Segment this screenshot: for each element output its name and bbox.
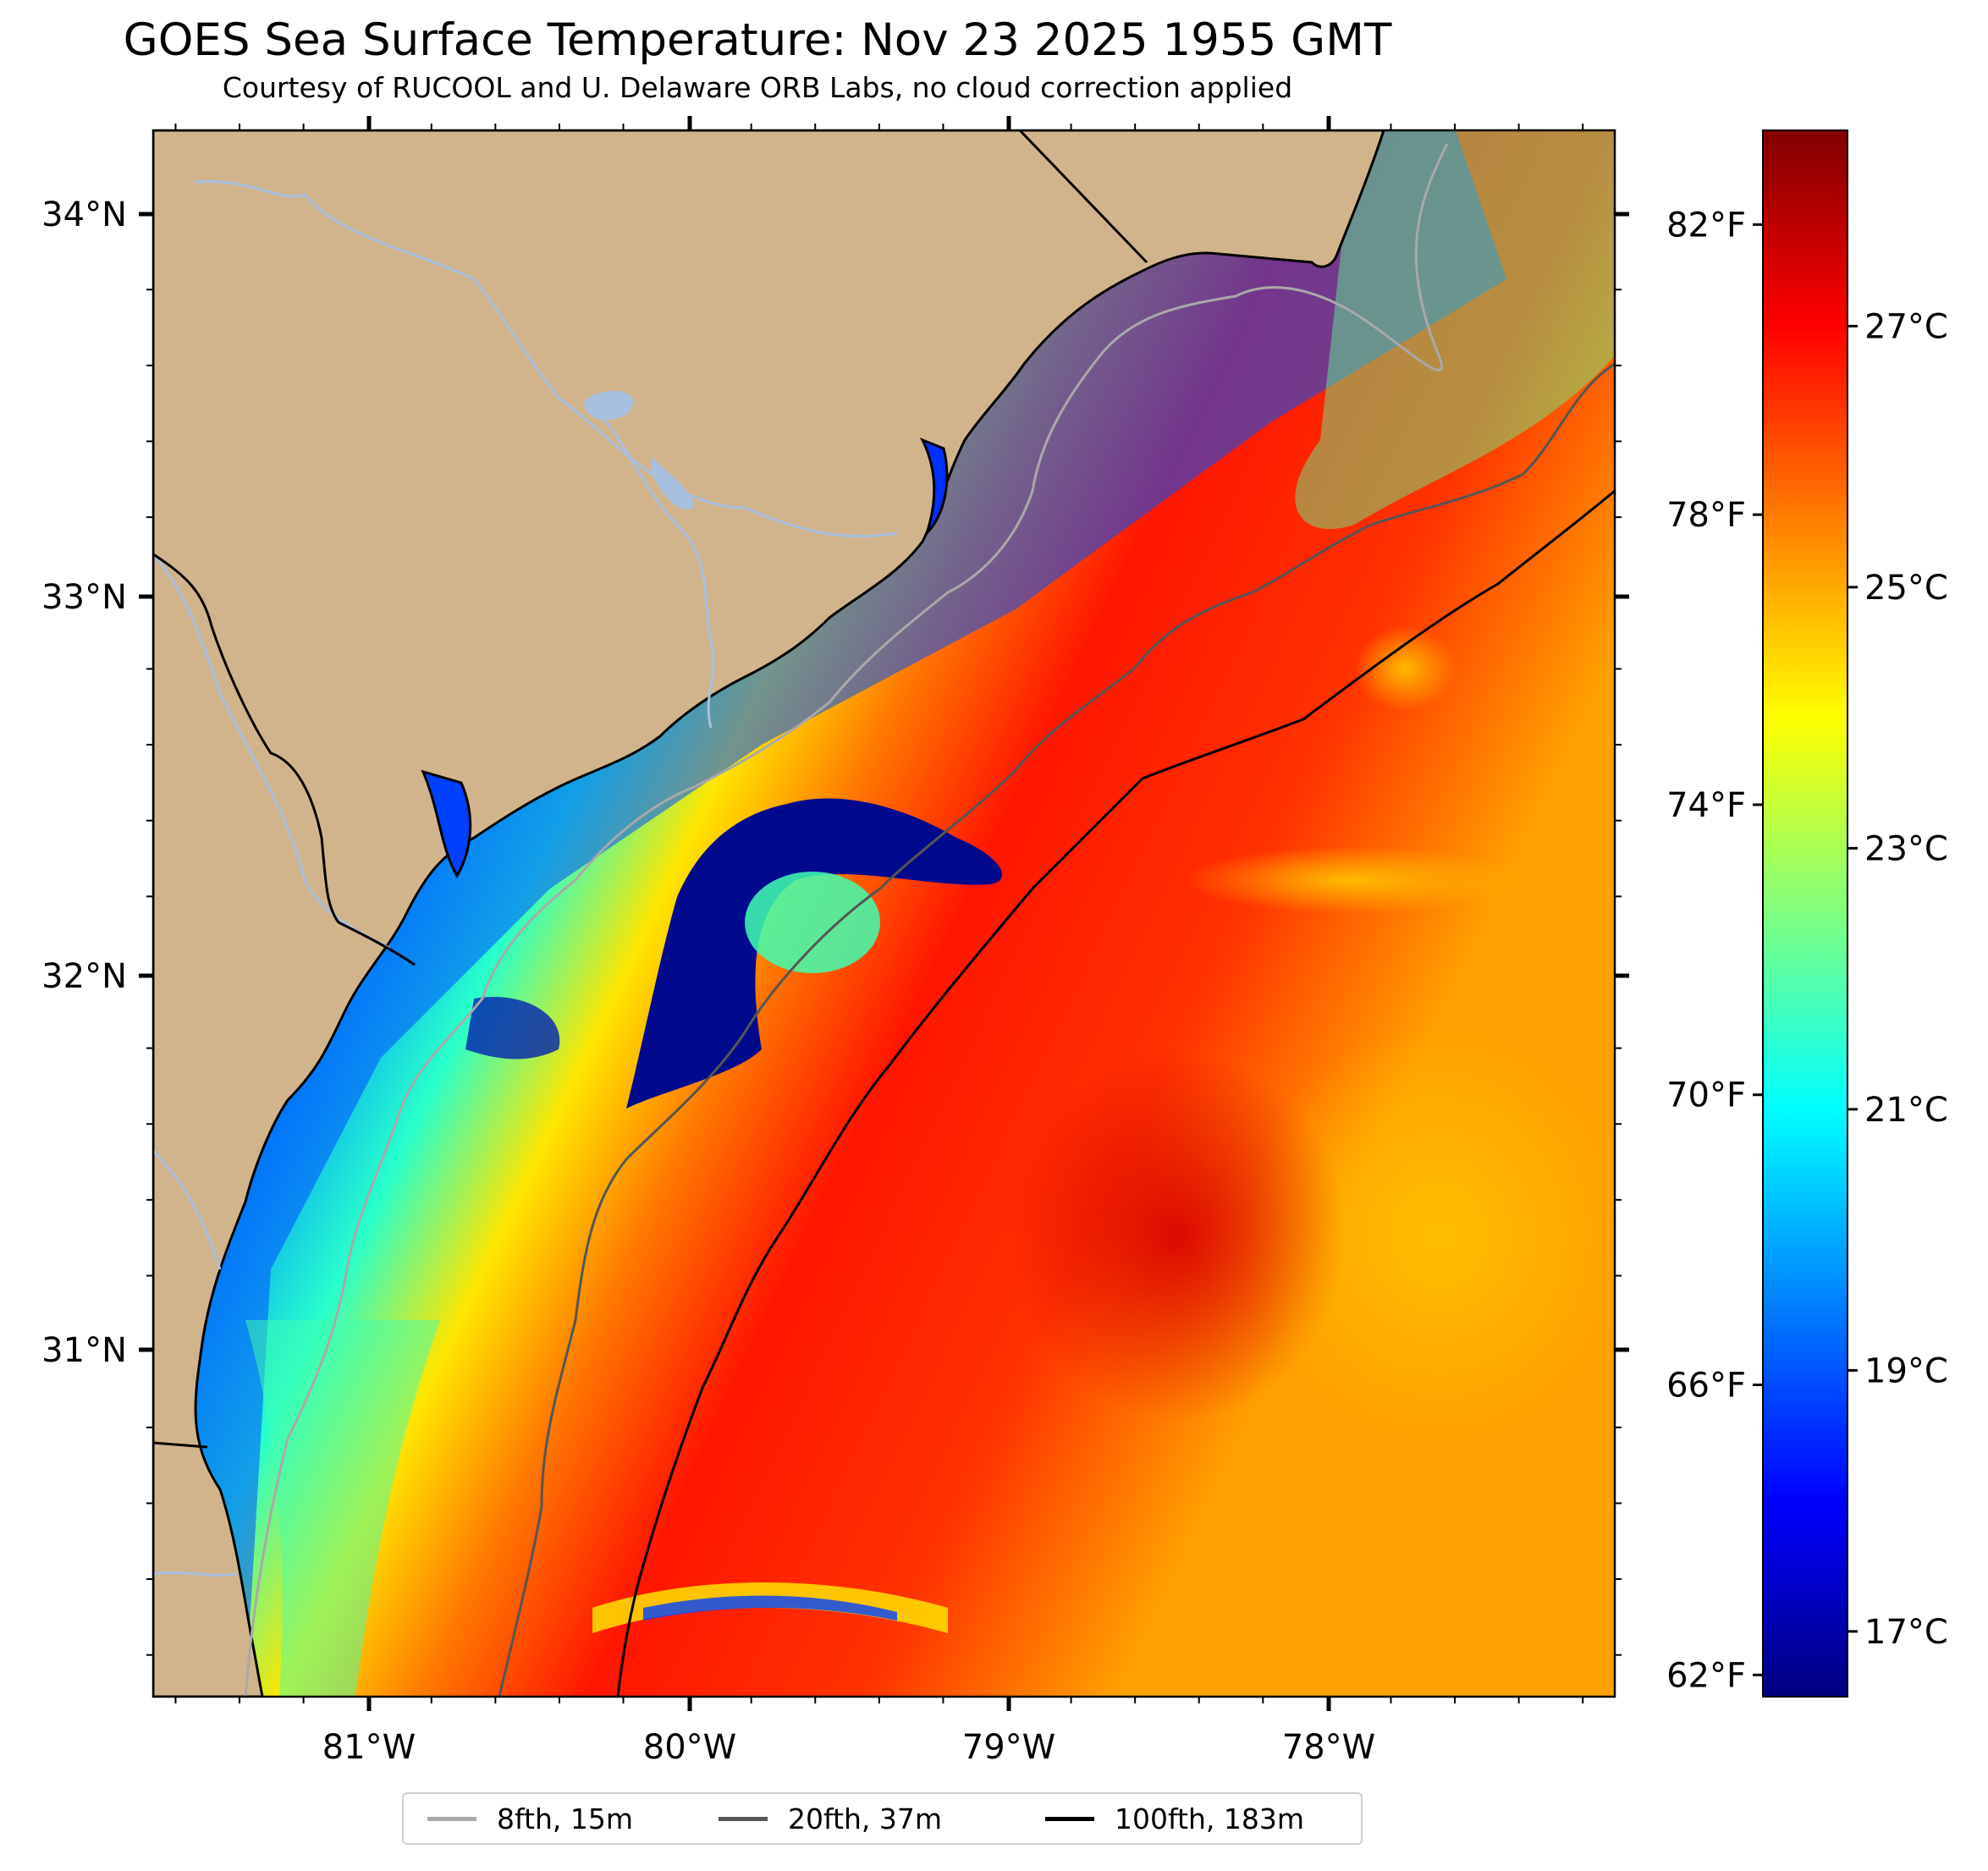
southwest-shelf-water: [245, 1320, 440, 1697]
isobath-20fth: [498, 362, 1615, 1697]
inlet-port-royal: [421, 769, 472, 879]
cold-eddy: [626, 798, 1003, 1109]
celsius-tick-label: 27°C: [1864, 307, 1948, 346]
fahrenheit-tick-label: 74°F: [1666, 786, 1746, 825]
river-santee: [591, 404, 715, 729]
fahrenheit-tick-label: 78°F: [1666, 496, 1746, 535]
land: [153, 130, 1385, 1697]
lake-marion: [584, 390, 634, 421]
minor-ticks: [146, 124, 1622, 1703]
warm-yellow-streak: [1185, 846, 1523, 914]
isobath-8fth: [244, 143, 1449, 1697]
eddy-core: [745, 872, 880, 973]
river-st-johns: [153, 1571, 238, 1577]
lon-label-79w: 79°W: [962, 1728, 1055, 1767]
legend-swatch-8fth: [427, 1816, 476, 1821]
border-sc-ga: [153, 553, 416, 966]
celsius-tick-label: 19°C: [1864, 1351, 1948, 1390]
legend-item-8fth: 8fth, 15m: [427, 1794, 633, 1843]
legend-label-20fth: 20fth, 37m: [788, 1802, 942, 1835]
warm-yellow-spot: [1354, 626, 1456, 711]
south-cool-filament: [643, 1595, 897, 1621]
fahrenheit-ticks: 62°F 66°F 70°F 74°F 78°F 82°F: [1666, 206, 1763, 1695]
legend-swatch-20fth: [719, 1816, 768, 1821]
lat-label-34n: 34°N: [41, 195, 127, 234]
isobath-100fth: [616, 489, 1615, 1697]
border-ga-fl: [153, 1441, 208, 1449]
lat-label-33n: 33°N: [41, 578, 127, 617]
isobaths: [244, 143, 1615, 1697]
map-frame: [151, 129, 1616, 1698]
isobath-legend: 8fth, 15m 20fth, 37m 100fth, 183m: [402, 1792, 1363, 1845]
lon-label-78w: 78°W: [1282, 1728, 1375, 1767]
warm-yellow-patch: [1244, 1024, 1615, 1447]
northeast-mixed-water: [1295, 130, 1615, 530]
legend-label-8fth: 8fth, 15m: [497, 1802, 634, 1835]
celsius-tick-label: 23°C: [1864, 829, 1948, 868]
celsius-tick-label: 17°C: [1864, 1613, 1948, 1652]
legend-item-20fth: 20fth, 37m: [719, 1794, 942, 1843]
colorbar: 17°C 19°C 21°C 23°C 25°C 27°C 62°F 66°F 70°F 74°…: [1666, 129, 1948, 1698]
map-subtitle: Courtesy of RUCOOL and U. Delaware ORB L…: [222, 71, 1293, 104]
legend-label-100fth: 100fth, 183m: [1115, 1802, 1304, 1835]
inlet-winyah: [919, 437, 949, 535]
fahrenheit-tick-label: 62°F: [1666, 1656, 1746, 1695]
river-altamaha: [153, 1149, 222, 1270]
fahrenheit-tick-label: 70°F: [1666, 1076, 1746, 1115]
lon-label-81w: 81°W: [322, 1728, 416, 1767]
river-pee-dee: [194, 179, 898, 538]
celsius-tick-label: 21°C: [1864, 1091, 1948, 1130]
lat-axis: 34°N 33°N 32°N 31°N: [41, 195, 1629, 1370]
lon-label-80w: 80°W: [643, 1728, 736, 1767]
colorbar-gradient: [1762, 129, 1848, 1698]
legend-swatch-100fth: [1045, 1816, 1094, 1821]
celsius-tick-label: 25°C: [1864, 569, 1948, 608]
lake-moultrie: [652, 457, 694, 509]
cold-patch: [465, 997, 560, 1059]
hot-core: [1007, 1049, 1346, 1422]
fahrenheit-tick-label: 66°F: [1666, 1367, 1746, 1406]
lat-label-31n: 31°N: [41, 1331, 127, 1370]
land-layer: [153, 130, 1385, 1697]
legend-item-100fth: 100fth, 183m: [1045, 1794, 1304, 1843]
lat-label-32n: 32°N: [41, 957, 127, 996]
border-nc-sc: [1018, 130, 1148, 264]
celsius-ticks: 17°C 19°C 21°C 23°C 25°C 27°C: [1848, 307, 1948, 1652]
fahrenheit-tick-label: 82°F: [1666, 206, 1746, 245]
lon-axis: 81°W 80°W 79°W 78°W: [322, 116, 1375, 1767]
map-title: GOES Sea Surface Temperature: Nov 23 202…: [123, 14, 1392, 66]
